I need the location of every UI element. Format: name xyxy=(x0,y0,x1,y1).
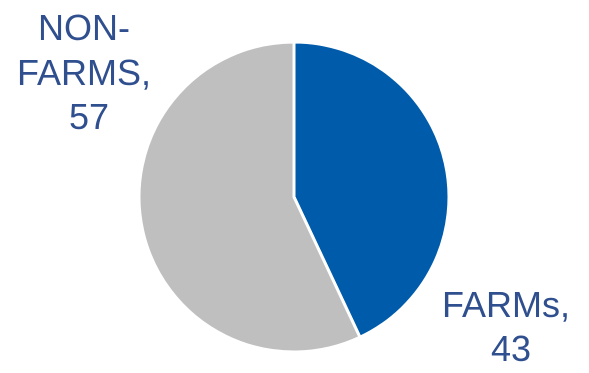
data-label-non-farms-line-1: NON- xyxy=(38,7,130,48)
data-label-non-farms-line-2: FARMS, xyxy=(17,52,151,93)
data-label-non-farms-line-3: 57 xyxy=(69,96,109,137)
pie-data-labels: FARMs, 43 NON- FARMS, 57 xyxy=(17,7,580,369)
data-label-non-farms: NON- FARMS, 57 xyxy=(17,7,161,137)
data-label-farms-line-1: FARMs, xyxy=(442,284,570,325)
data-label-farms: FARMs, 43 xyxy=(442,284,580,369)
data-label-farms-line-2: 43 xyxy=(491,328,531,369)
pie-slices xyxy=(137,40,451,354)
pie-slice-farms xyxy=(292,40,451,339)
pie-slice-non-farms xyxy=(137,40,362,354)
